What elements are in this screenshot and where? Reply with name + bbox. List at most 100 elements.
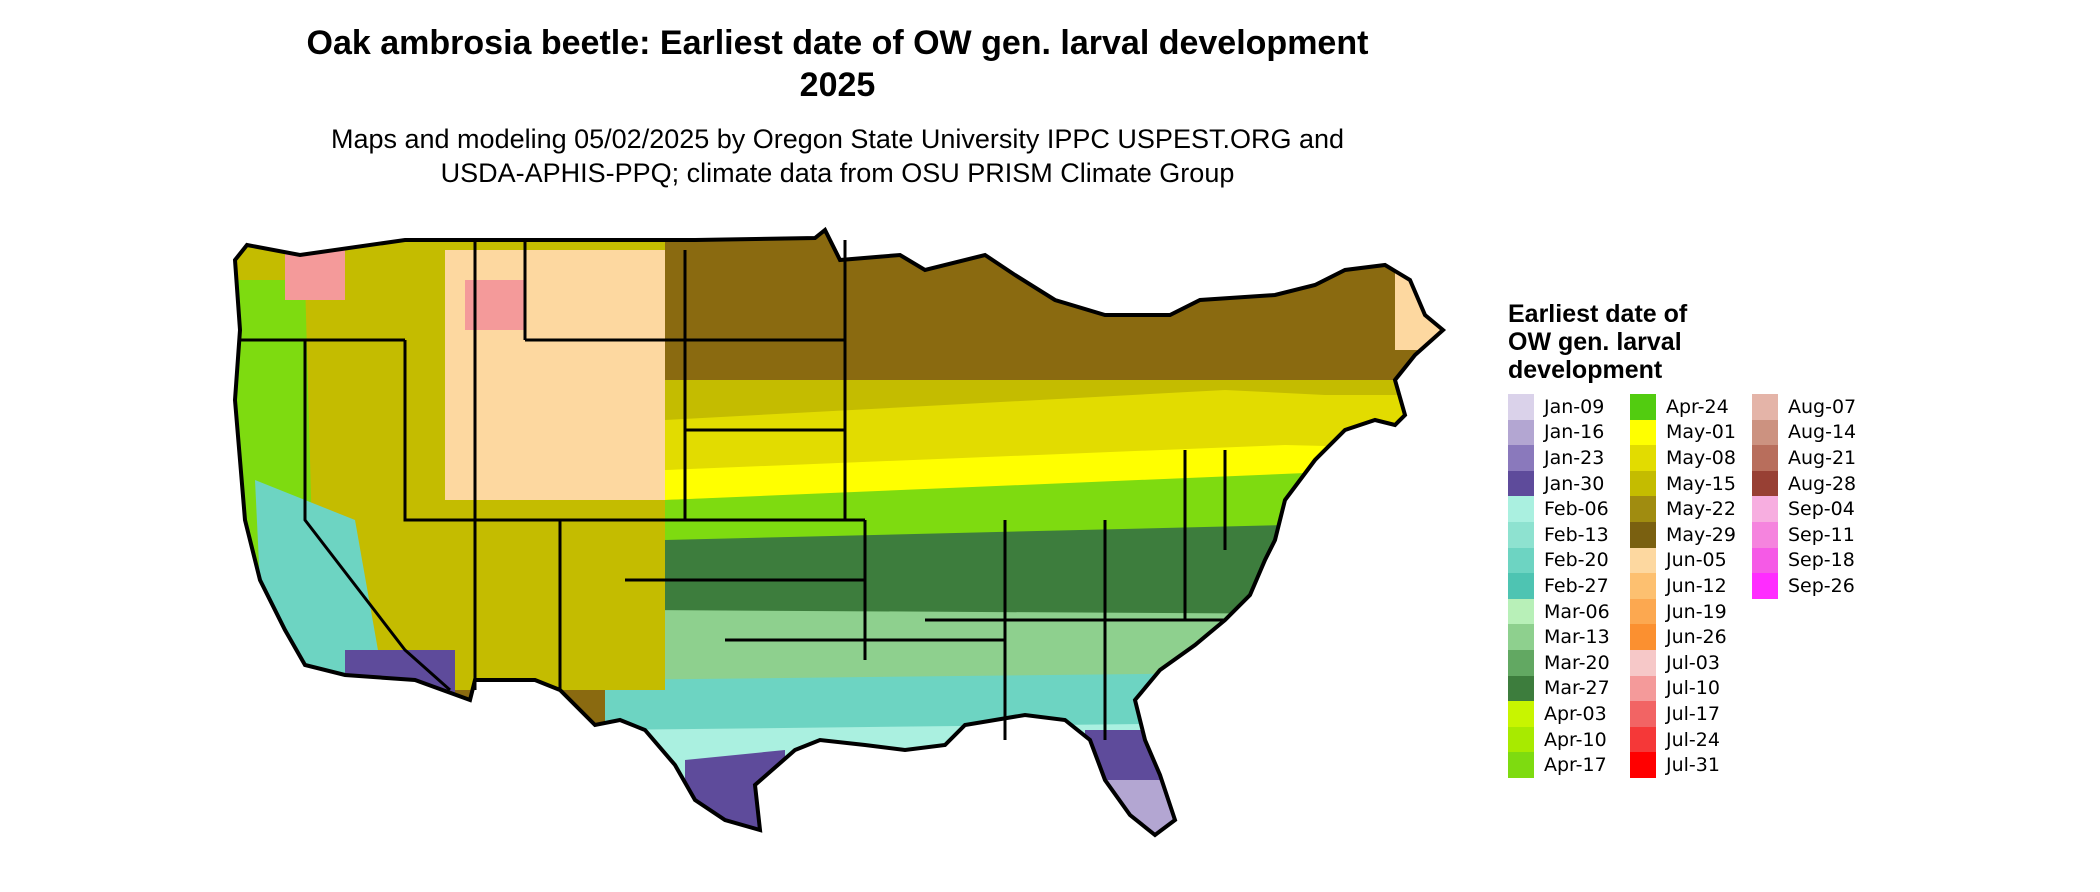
legend-item: Mar-06 [1508, 598, 1610, 625]
legend-label: Sep-26 [1788, 574, 1855, 597]
legend-column: Apr-24 May-01 May-08 May-15 May-22 May-29 Jun-… [1630, 394, 1736, 778]
legend-item: Apr-24 [1630, 394, 1736, 420]
legend-swatch [1630, 675, 1656, 702]
legend-item: Apr-17 [1508, 752, 1610, 778]
legend-item: Mar-27 [1508, 675, 1610, 702]
legend-label: Apr-03 [1544, 702, 1607, 725]
legend-swatch [1508, 521, 1534, 548]
legend-item: Feb-20 [1508, 547, 1610, 574]
legend-swatch [1752, 547, 1778, 574]
phenology-raster [235, 230, 1443, 835]
legend-label: Jan-23 [1544, 446, 1605, 469]
legend-item: May-15 [1630, 470, 1736, 497]
state-borders [240, 240, 1227, 740]
subtitle-line-2: USDA-APHIS-PPQ; climate data from OSU PR… [440, 158, 1235, 188]
legend-swatch [1630, 419, 1656, 446]
legend-swatch [1630, 445, 1656, 471]
legend-label: Jan-30 [1544, 472, 1605, 495]
legend-swatch [1508, 419, 1534, 446]
legend-column: Jan-09 Jan-16 Jan-23 Jan-30 Feb-06 Feb-13 Feb-… [1508, 394, 1610, 778]
legend-label: Sep-11 [1788, 523, 1855, 546]
legend-item: Sep-04 [1752, 496, 1856, 522]
legend-item: Aug-28 [1752, 470, 1857, 497]
legend-label: May-29 [1666, 523, 1736, 546]
legend-item: Aug-21 [1752, 445, 1856, 471]
legend-swatch [1630, 394, 1656, 420]
legend-item: Mar-20 [1508, 649, 1610, 676]
legend-swatch [1508, 496, 1534, 522]
legend-item: Feb-13 [1508, 521, 1610, 548]
legend-item: Jul-24 [1630, 726, 1736, 753]
legend-label: Apr-17 [1544, 754, 1607, 777]
legend-label: Jul-17 [1666, 702, 1720, 725]
legend-swatch [1508, 573, 1534, 599]
legend-item: Jul-03 [1630, 649, 1736, 676]
legend-item: Jun-26 [1630, 624, 1736, 650]
legend-label: Jun-05 [1666, 549, 1727, 572]
zone-arizona-jan [345, 650, 455, 720]
subtitle-line-1: Maps and modeling 05/02/2025 by Oregon S… [330, 124, 1345, 154]
legend-label: Sep-18 [1788, 549, 1855, 572]
legend-swatch [1752, 573, 1778, 599]
legend-label: Mar-13 [1544, 626, 1610, 649]
legend-swatch [1752, 521, 1778, 548]
legend-swatch [1630, 649, 1656, 676]
legend-swatch [1508, 547, 1534, 574]
legend-item: Apr-03 [1508, 701, 1610, 727]
legend-item: Aug-14 [1752, 419, 1857, 446]
legend-item: Aug-07 [1752, 394, 1856, 420]
legend-label: Feb-27 [1544, 574, 1609, 597]
legend-label: Jan-09 [1544, 395, 1605, 418]
legend-swatch [1630, 496, 1656, 522]
legend-swatch [1508, 726, 1534, 753]
legend-swatch [1630, 726, 1656, 753]
legend-label: Feb-20 [1544, 549, 1609, 572]
legend-item: Sep-26 [1752, 573, 1856, 599]
legend-label: Apr-24 [1666, 395, 1729, 418]
legend-column: Aug-07 Aug-14 Aug-21 Aug-28 Sep-04 Sep-11 Sep-… [1752, 394, 1856, 599]
legend-swatch [1630, 547, 1656, 574]
legend-swatch [1630, 573, 1656, 599]
legend-swatch [1630, 470, 1656, 497]
zone-mountain-july-1 [465, 280, 525, 330]
legend-item: Jan-23 [1508, 445, 1610, 471]
legend-item: Jan-09 [1508, 394, 1610, 420]
legend-swatch [1508, 624, 1534, 650]
legend-item: Jul-10 [1630, 675, 1736, 702]
legend-swatch [1630, 752, 1656, 778]
legend-label: May-08 [1666, 446, 1736, 469]
legend-title: Earliest date of OW gen. larval developm… [1508, 300, 1688, 384]
legend-swatch [1630, 598, 1656, 625]
legend-label: Mar-20 [1544, 651, 1610, 674]
legend-item: May-22 [1630, 496, 1736, 522]
legend-label: Jul-10 [1666, 677, 1720, 700]
legend-item: Mar-13 [1508, 624, 1610, 650]
legend-item: Apr-10 [1508, 726, 1610, 753]
chart-subtitle: Maps and modeling 05/02/2025 by Oregon S… [240, 122, 1435, 190]
legend-label: Mar-06 [1544, 600, 1610, 623]
legend-label: Aug-28 [1788, 472, 1857, 495]
legend-label: Jul-31 [1666, 754, 1720, 777]
legend-item: May-01 [1630, 419, 1736, 446]
legend-item: Jan-30 [1508, 470, 1610, 497]
legend: Earliest date of OW gen. larval developm… [1508, 300, 2068, 778]
legend-item: May-29 [1630, 521, 1736, 548]
legend-swatch [1752, 470, 1778, 497]
legend-swatch [1752, 445, 1778, 471]
us-map [233, 228, 1445, 837]
legend-swatch [1508, 649, 1534, 676]
legend-swatch [1508, 701, 1534, 727]
legend-label: Aug-14 [1788, 421, 1857, 444]
legend-label: Feb-06 [1544, 498, 1609, 521]
legend-item: Feb-06 [1508, 496, 1610, 522]
legend-swatch [1508, 675, 1534, 702]
legend-label: Jun-19 [1666, 600, 1727, 623]
legend-item: Jun-19 [1630, 598, 1736, 625]
legend-item: Sep-18 [1752, 547, 1856, 574]
chart-title: Oak ambrosia beetle: Earliest date of OW… [240, 22, 1435, 106]
legend-label: Sep-04 [1788, 498, 1855, 521]
legend-item: Jun-05 [1630, 547, 1736, 574]
legend-swatch [1508, 598, 1534, 625]
zone-mountain-july-2 [285, 250, 345, 300]
legend-swatch [1752, 394, 1778, 420]
